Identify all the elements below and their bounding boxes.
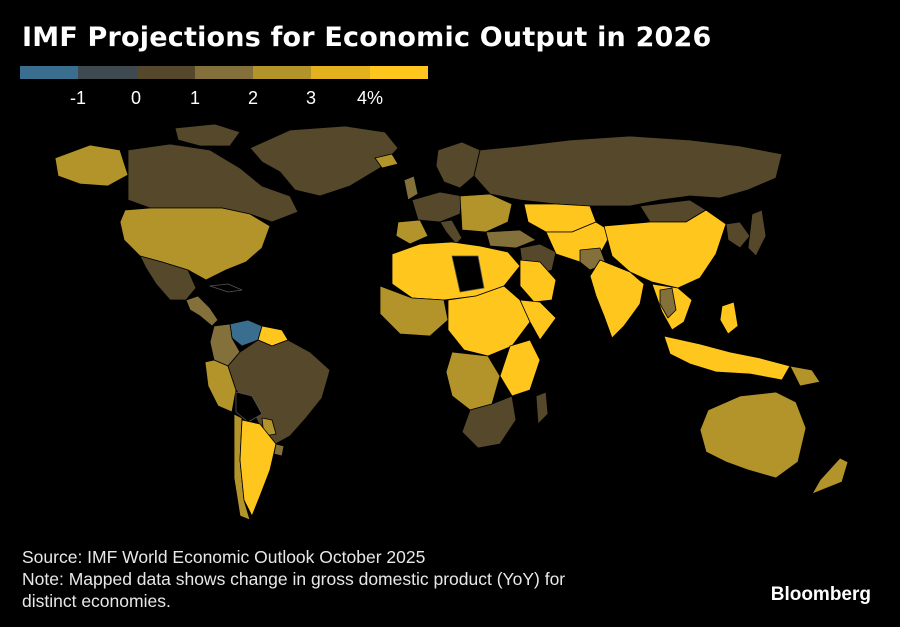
map-west-africa xyxy=(379,285,449,337)
legend-swatch-2 xyxy=(78,66,137,79)
map-southern-africa xyxy=(461,395,517,449)
legend-swatch-4 xyxy=(194,66,254,79)
map-indonesia xyxy=(663,335,791,381)
legend-swatch-6 xyxy=(311,66,370,79)
map-uruguay xyxy=(273,443,285,457)
source-text: Source: IMF World Economic Outlook Octob… xyxy=(22,547,426,567)
legend-tick: 4% xyxy=(356,88,384,108)
map-madagascar xyxy=(535,391,549,425)
map-uk xyxy=(403,175,419,201)
map-italy xyxy=(439,219,463,245)
map-western-europe xyxy=(411,191,463,223)
legend-tick: 3 xyxy=(305,88,317,108)
legend-swatch-7 xyxy=(369,66,428,79)
legend-swatch-5 xyxy=(253,66,312,79)
legend-swatch-3 xyxy=(136,66,195,79)
map-new-zealand xyxy=(811,457,849,495)
world-map xyxy=(54,123,849,521)
map-russia xyxy=(473,135,783,207)
map-bolivia xyxy=(235,391,263,423)
footer-notes: Source: IMF World Economic Outlook Octob… xyxy=(22,546,565,612)
note-text-line2: distinct economies. xyxy=(22,591,171,611)
legend-tick: 1 xyxy=(189,88,201,108)
map-libya-chad xyxy=(451,255,485,293)
map-korea-japan xyxy=(725,221,751,249)
map-central-africa xyxy=(447,285,531,357)
map-cuba xyxy=(209,283,243,293)
map-eastern-europe xyxy=(459,193,513,233)
map-canada-islands xyxy=(174,123,241,147)
map-alaska xyxy=(54,144,129,187)
legend-tick: 2 xyxy=(247,88,259,108)
bloomberg-logo: Bloomberg xyxy=(770,584,871,605)
map-china xyxy=(603,209,727,289)
legend-tick: -1 xyxy=(69,88,87,108)
map-peru-ecuador xyxy=(204,359,237,413)
map-iberia xyxy=(395,219,429,245)
map-scandinavia xyxy=(435,141,481,189)
legend-swatch-1 xyxy=(20,66,79,79)
chart-title: IMF Projections for Economic Output in 2… xyxy=(22,22,712,53)
legend-tick: 0 xyxy=(130,88,142,108)
map-saudi-arabia xyxy=(519,259,557,303)
map-horn-of-africa xyxy=(519,299,557,341)
note-text-line1: Note: Mapped data shows change in gross … xyxy=(22,569,566,589)
map-argentina xyxy=(239,419,277,517)
map-canada xyxy=(127,143,299,223)
legend-color-scale xyxy=(20,66,428,79)
map-usa xyxy=(119,207,271,281)
map-congo-angola xyxy=(445,351,501,411)
map-thailand xyxy=(659,287,677,319)
map-iceland xyxy=(374,153,399,169)
map-philippines xyxy=(719,301,739,335)
map-greenland xyxy=(249,125,399,197)
map-india xyxy=(589,259,645,339)
map-turkey xyxy=(485,229,537,249)
map-japan xyxy=(747,209,767,257)
map-papua xyxy=(789,365,821,387)
legend-ticks: -1 0 1 2 3 4% xyxy=(20,88,440,110)
map-australia xyxy=(699,391,807,479)
map-central-america xyxy=(185,295,219,327)
